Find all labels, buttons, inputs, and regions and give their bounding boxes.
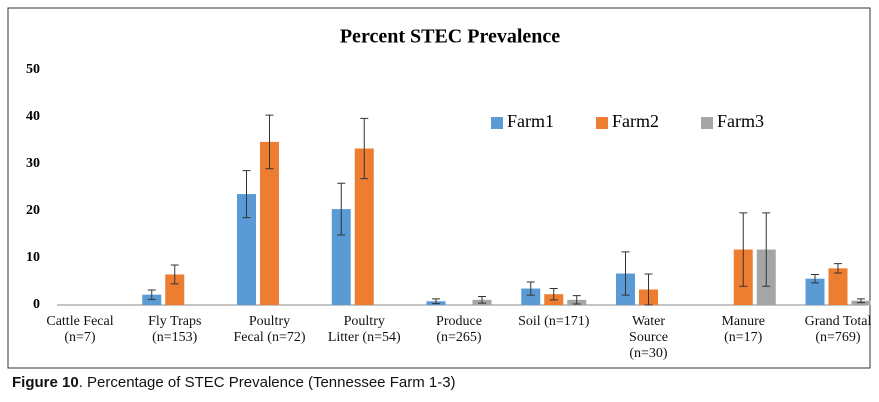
legend-swatch xyxy=(491,117,503,129)
x-tick-label: Produce (n=265) xyxy=(436,314,482,345)
chart-frame xyxy=(7,7,871,369)
bar xyxy=(828,268,848,305)
bar xyxy=(354,148,374,305)
error-bar xyxy=(572,295,581,305)
bar xyxy=(331,209,351,305)
error-bar xyxy=(478,296,486,304)
legend-swatch xyxy=(701,117,713,129)
legend-label: Farm1 xyxy=(507,111,554,131)
error-bar xyxy=(621,251,630,296)
x-tick-label: Cattle Fecal (n=7) xyxy=(46,314,114,345)
error-bar xyxy=(147,289,156,300)
bar xyxy=(805,278,825,305)
legend-label: Farm3 xyxy=(717,111,764,131)
error-bar xyxy=(432,298,440,305)
chart-title: Percent STEC Prevalence xyxy=(340,26,560,48)
x-tick-label: Soil (n=171) xyxy=(518,314,590,329)
error-bar xyxy=(360,117,369,180)
error-bar xyxy=(170,264,179,285)
error-bar xyxy=(834,263,842,274)
x-tick-label: Manure (n=17) xyxy=(721,314,766,345)
y-tick-label: 50 xyxy=(26,62,40,77)
y-tick-label: 0 xyxy=(33,297,40,312)
error-bar xyxy=(337,182,346,236)
x-tick-label: Poultry Fecal (n=72) xyxy=(233,314,306,345)
y-tick-label: 10 xyxy=(26,250,40,265)
bar xyxy=(237,194,256,305)
error-bar xyxy=(526,281,535,296)
error-bar xyxy=(762,212,771,287)
x-tick-label: Water Source (n=30) xyxy=(629,314,668,361)
bar xyxy=(260,141,279,305)
error-bar xyxy=(811,273,819,284)
error-bar xyxy=(644,273,653,306)
caption: Figure 10. Percentage of STEC Prevalence… xyxy=(12,374,456,391)
caption-label: Figure 10 xyxy=(12,374,79,391)
bar xyxy=(165,274,185,305)
caption-text: . Percentage of STEC Prevalence (Tenness… xyxy=(78,374,456,391)
legend-label: Farm2 xyxy=(612,111,659,131)
legend-swatch xyxy=(596,117,608,129)
x-tick-label: Poultry Litter (n=54) xyxy=(327,314,401,345)
x-tick-label: Grand Total (n=769) xyxy=(804,314,872,345)
error-bar xyxy=(242,170,251,219)
y-tick-label: 40 xyxy=(26,109,40,124)
x-tick-label: Fly Traps (n=153) xyxy=(148,314,202,345)
error-bar xyxy=(265,114,274,170)
error-bar xyxy=(739,212,748,287)
bar xyxy=(521,288,541,305)
error-bar xyxy=(549,288,558,301)
y-tick-label: 20 xyxy=(26,203,40,218)
error-bar xyxy=(857,298,865,304)
y-tick-label: 30 xyxy=(26,156,40,171)
